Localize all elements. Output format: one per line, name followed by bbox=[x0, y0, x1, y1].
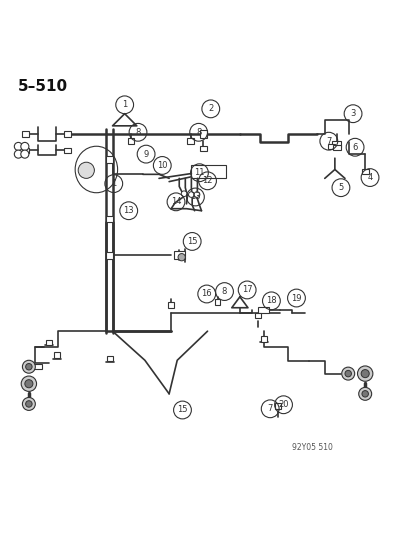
Circle shape bbox=[188, 192, 194, 197]
Circle shape bbox=[194, 192, 200, 197]
Text: 5–510: 5–510 bbox=[18, 78, 68, 93]
Bar bbox=[46, 340, 52, 345]
Text: 7: 7 bbox=[267, 405, 273, 413]
Circle shape bbox=[21, 150, 29, 158]
Circle shape bbox=[14, 142, 22, 150]
Bar bbox=[22, 131, 29, 136]
Bar bbox=[333, 141, 341, 147]
Bar bbox=[64, 131, 70, 136]
Circle shape bbox=[25, 379, 33, 388]
Circle shape bbox=[14, 150, 22, 158]
Text: 3: 3 bbox=[350, 109, 356, 118]
Text: 5: 5 bbox=[338, 183, 344, 192]
Bar bbox=[107, 356, 113, 361]
Circle shape bbox=[361, 369, 369, 378]
Circle shape bbox=[345, 370, 352, 377]
Circle shape bbox=[21, 142, 29, 150]
Text: 11: 11 bbox=[194, 168, 205, 177]
Text: 16: 16 bbox=[201, 289, 212, 298]
Text: 9: 9 bbox=[144, 150, 149, 159]
Text: 15: 15 bbox=[187, 237, 197, 246]
Circle shape bbox=[78, 162, 94, 179]
Bar bbox=[187, 138, 194, 144]
Bar bbox=[33, 364, 42, 369]
Text: 17: 17 bbox=[242, 286, 252, 294]
Bar bbox=[106, 252, 114, 259]
Circle shape bbox=[22, 360, 35, 373]
Text: 18: 18 bbox=[266, 296, 277, 305]
Text: 13: 13 bbox=[190, 192, 201, 201]
Bar bbox=[200, 130, 207, 138]
Circle shape bbox=[22, 398, 35, 410]
Bar bbox=[64, 148, 70, 153]
Bar bbox=[276, 403, 281, 409]
Text: 1: 1 bbox=[122, 100, 127, 109]
Text: 8: 8 bbox=[222, 287, 227, 296]
Bar bbox=[361, 169, 369, 174]
Text: 7: 7 bbox=[326, 136, 331, 146]
Circle shape bbox=[342, 367, 354, 380]
Circle shape bbox=[21, 376, 37, 391]
Text: 19: 19 bbox=[291, 294, 302, 303]
Bar bbox=[200, 146, 207, 151]
Text: 1: 1 bbox=[111, 179, 116, 188]
Text: 8: 8 bbox=[196, 128, 201, 137]
Bar bbox=[333, 145, 341, 150]
Text: 10: 10 bbox=[157, 161, 168, 170]
Circle shape bbox=[181, 191, 187, 197]
Bar bbox=[328, 144, 335, 149]
Bar bbox=[22, 148, 29, 153]
Text: 2: 2 bbox=[208, 104, 213, 114]
Circle shape bbox=[362, 391, 368, 397]
Text: 92Y05 510: 92Y05 510 bbox=[292, 442, 333, 451]
Circle shape bbox=[178, 254, 185, 261]
Bar bbox=[107, 156, 113, 163]
Bar bbox=[215, 299, 221, 305]
Bar bbox=[256, 313, 261, 318]
Bar bbox=[127, 138, 134, 144]
Circle shape bbox=[359, 387, 372, 400]
Text: 15: 15 bbox=[177, 406, 188, 415]
Circle shape bbox=[26, 364, 32, 370]
Bar bbox=[54, 352, 60, 359]
Text: 6: 6 bbox=[352, 143, 358, 152]
Bar bbox=[191, 165, 226, 179]
Text: 20: 20 bbox=[278, 400, 289, 409]
Text: 4: 4 bbox=[368, 173, 373, 182]
Bar bbox=[168, 302, 174, 308]
Bar bbox=[107, 215, 113, 222]
Text: 8: 8 bbox=[136, 128, 141, 137]
Circle shape bbox=[357, 366, 373, 381]
Text: 12: 12 bbox=[202, 176, 213, 185]
Bar bbox=[174, 251, 185, 259]
Text: 13: 13 bbox=[123, 206, 134, 215]
Bar bbox=[258, 306, 269, 313]
Bar bbox=[261, 336, 267, 342]
Text: 14: 14 bbox=[171, 197, 181, 206]
Circle shape bbox=[26, 401, 32, 407]
